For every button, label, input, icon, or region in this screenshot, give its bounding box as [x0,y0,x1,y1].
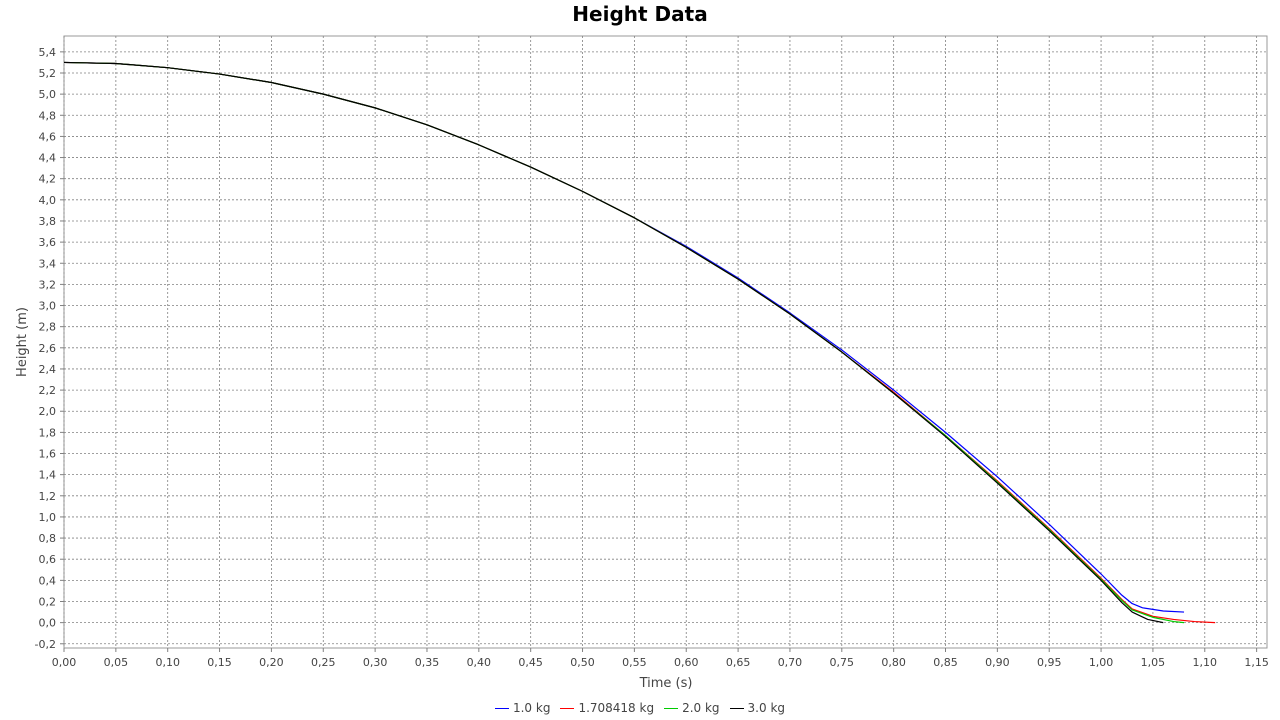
x-tick-label: 0,35 [415,656,440,669]
x-tick-label: 0,25 [311,656,336,669]
y-axis-ticks: -0,2 0,0 0,2 0,4 0,6 0,8 1,0 1,2 1,4 1,6 1,8 2,0 2,2… [35,46,64,651]
x-tick-label: 0,65 [726,656,751,669]
legend-item: 1.0 kg [494,701,551,715]
x-tick-label: 1,05 [1141,656,1166,669]
y-tick-label: 2,8 [39,321,57,334]
y-tick-label: 3,0 [39,300,57,313]
x-tick-label: 0,70 [778,656,803,669]
legend-label: 1.708418 kg [578,701,655,715]
y-tick-label: 5,0 [39,88,57,101]
y-tick-label: 4,2 [39,173,57,186]
x-axis-label: Time (s) [639,676,693,691]
legend-swatch [494,707,509,709]
y-tick-label: 4,0 [39,194,57,207]
legend-swatch [560,707,575,709]
series-line-3 [63,61,1164,624]
y-tick-label: 5,4 [39,46,57,59]
legend-label: 2.0 kg [682,701,720,715]
x-tick-label: 0,50 [570,656,595,669]
legend-item: 3.0 kg [729,701,786,715]
y-tick-label: 4,6 [39,130,57,143]
legend: 1.0 kg 1.708418 kg 2.0 kg 3.0 kg [0,700,1280,716]
y-tick-label: -0,2 [35,638,56,651]
x-tick-label: 0,95 [1037,656,1062,669]
chart-plot: 0,00 0,05 0,10 0,15 0,20 0,25 0,30 0,35 0,40 0,45… [15,35,1269,691]
y-tick-label: 0,4 [39,574,57,587]
series-lines [63,61,1216,624]
y-tick-label: 2,6 [39,342,57,355]
y-tick-label: 5,2 [39,67,57,80]
grid-lines [63,36,1267,648]
y-axis-label: Height (m) [15,307,30,377]
x-tick-label: 0,10 [155,656,180,669]
legend-swatch [664,707,679,709]
x-tick-label: 0,30 [363,656,388,669]
legend-item: 2.0 kg [664,701,720,715]
legend-label: 1.0 kg [512,701,551,715]
legend-swatch [729,707,744,709]
y-tick-label: 3,6 [39,236,57,249]
x-tick-label: 1,10 [1193,656,1218,669]
x-tick-label: 0,45 [518,656,543,669]
legend-label: 3.0 kg [747,701,786,715]
x-tick-label: 0,40 [467,656,492,669]
y-tick-label: 1,6 [39,448,57,461]
x-tick-label: 1,00 [1089,656,1114,669]
x-axis-ticks: 0,00 0,05 0,10 0,15 0,20 0,25 0,30 0,35 0,40 0,45… [52,648,1269,669]
y-tick-label: 1,0 [39,511,57,524]
x-tick-label: 0,80 [881,656,906,669]
x-tick-label: 1,15 [1244,656,1269,669]
y-tick-label: 4,8 [39,109,57,122]
legend-item: 1.708418 kg [560,701,654,715]
y-tick-label: 1,2 [39,490,57,503]
x-tick-label: 0,00 [52,656,77,669]
x-tick-label: 0,15 [207,656,232,669]
x-tick-label: 0,55 [622,656,647,669]
x-tick-label: 0,85 [933,656,958,669]
plot-area [63,35,1268,649]
y-tick-label: 0,2 [39,595,57,608]
x-tick-label: 0,90 [985,656,1010,669]
y-tick-label: 0,6 [39,553,57,566]
y-tick-label: 3,2 [39,278,57,291]
y-tick-label: 3,8 [39,215,57,228]
chart-title: Height Data [572,2,708,26]
y-tick-label: 3,4 [39,257,57,270]
y-tick-label: 2,4 [39,363,57,376]
x-tick-label: 0,60 [674,656,699,669]
y-tick-label: 4,4 [39,152,57,165]
x-tick-label: 0,20 [259,656,284,669]
x-tick-label: 0,75 [830,656,855,669]
y-tick-label: 2,0 [39,405,57,418]
y-tick-label: 1,8 [39,426,57,439]
y-tick-label: 2,2 [39,384,57,397]
y-tick-label: 1,4 [39,469,57,482]
y-tick-label: 0,0 [39,617,57,630]
y-tick-label: 0,8 [39,532,57,545]
x-tick-label: 0,05 [104,656,129,669]
